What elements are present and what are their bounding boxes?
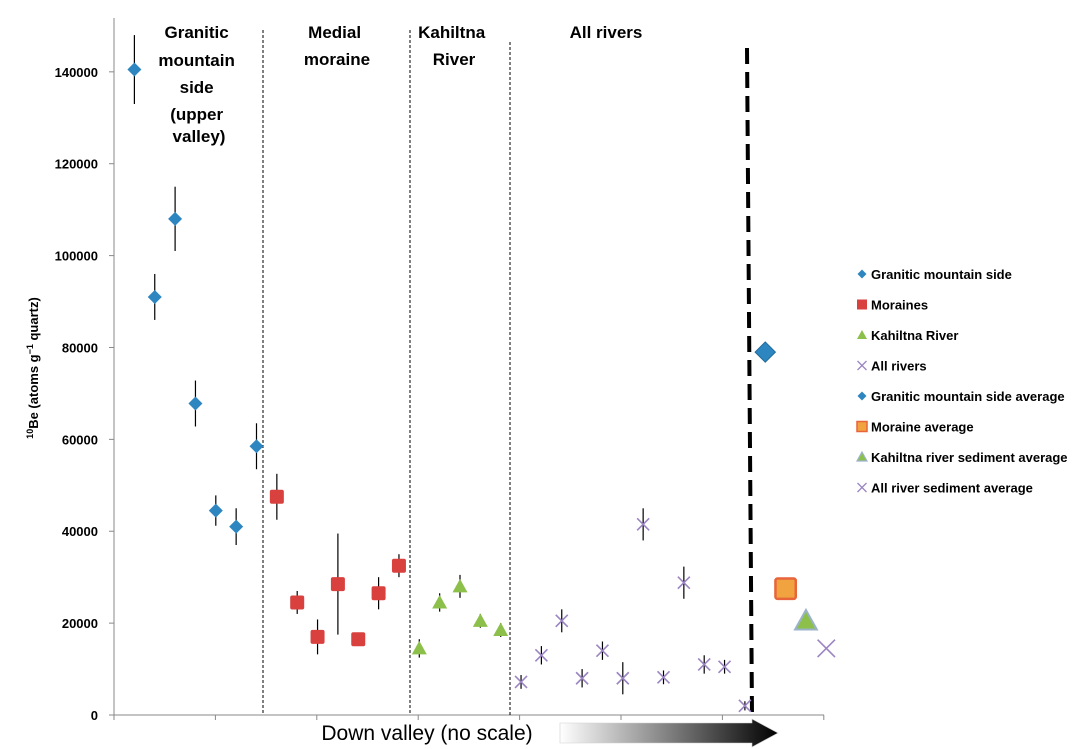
data-point-square bbox=[290, 595, 305, 610]
legend-marker bbox=[857, 269, 867, 279]
data-point-square bbox=[351, 632, 366, 647]
data-point-x bbox=[616, 671, 630, 685]
data-point-x bbox=[575, 671, 589, 685]
y-tick-label: 140000 bbox=[55, 65, 98, 80]
average-marker-diamond bbox=[754, 341, 777, 363]
data-point-triangle bbox=[472, 613, 488, 627]
y-ticks: 0 20000 40000 60000 80000 100000 120000 140000 bbox=[55, 65, 114, 723]
data-point-triangle bbox=[432, 594, 448, 609]
data-point-x bbox=[555, 614, 569, 628]
region-label-granitic: Granitic mountain side (upper valley) bbox=[158, 23, 239, 146]
y-tick-label: 100000 bbox=[55, 249, 98, 264]
legend-marker bbox=[855, 450, 869, 462]
error-bars bbox=[133, 35, 746, 711]
average-marker-square bbox=[774, 577, 798, 601]
data-point-x bbox=[534, 648, 548, 662]
region-label-all-rivers: All rivers bbox=[570, 23, 643, 42]
legend: Granitic mountain side Moraines Kahiltna R… bbox=[855, 267, 1068, 496]
data-point-square bbox=[330, 577, 345, 592]
y-tick-label: 80000 bbox=[62, 340, 98, 355]
data-point-x bbox=[697, 657, 711, 672]
data-point-square bbox=[371, 586, 386, 601]
legend-label: All river sediment average bbox=[871, 481, 1033, 496]
data-point-square bbox=[269, 489, 284, 504]
legend-marker bbox=[857, 360, 867, 371]
x-axis-label: Down valley (no scale) bbox=[321, 722, 532, 745]
legend-label: Granitic mountain side bbox=[871, 267, 1012, 282]
y-axis-label: 10Be (atoms g−1 quartz) bbox=[25, 297, 41, 439]
region-label-medial-moraine: Medial moraine bbox=[304, 23, 370, 69]
region-label-kahiltna: Kahiltna River bbox=[418, 23, 490, 69]
legend-label: All rivers bbox=[871, 359, 927, 374]
data-point-x bbox=[636, 517, 650, 531]
y-tick-label: 60000 bbox=[62, 432, 98, 447]
data-point-x bbox=[677, 576, 691, 590]
data-point-x bbox=[514, 675, 528, 689]
data-point-square bbox=[391, 558, 406, 573]
legend-marker bbox=[857, 330, 867, 339]
legend-marker bbox=[856, 420, 868, 433]
average-marker-x bbox=[817, 639, 836, 658]
down-valley-arrow bbox=[559, 718, 779, 748]
y-tick-label: 0 bbox=[91, 708, 98, 723]
y-tick-label: 120000 bbox=[55, 157, 98, 172]
legend-label: Moraine average bbox=[871, 420, 974, 435]
data-point-diamond bbox=[168, 211, 183, 226]
data-point-triangle bbox=[493, 622, 509, 637]
data-point-x bbox=[656, 670, 671, 684]
data-point-triangle bbox=[452, 578, 468, 593]
data-point-triangle bbox=[411, 640, 427, 655]
legend-label: Granitic mountain side average bbox=[871, 389, 1065, 404]
x-ticks bbox=[113, 715, 825, 720]
legend-label: Moraines bbox=[871, 298, 928, 313]
legend-marker bbox=[857, 482, 867, 493]
y-tick-label: 20000 bbox=[62, 616, 98, 631]
legend-marker bbox=[857, 299, 867, 310]
data-point-diamond bbox=[127, 62, 142, 77]
data-point-diamond bbox=[147, 289, 162, 304]
data-point-x bbox=[738, 699, 752, 713]
data-point-diamond bbox=[249, 439, 264, 454]
legend-label: Kahiltna River bbox=[871, 328, 958, 343]
legend-marker bbox=[857, 391, 867, 401]
averages-divider bbox=[745, 47, 754, 716]
data-point-x bbox=[595, 644, 610, 658]
average-marker-triangle bbox=[793, 607, 819, 631]
y-tick-label: 40000 bbox=[62, 524, 98, 539]
data-point-diamond bbox=[229, 519, 244, 534]
data-point-diamond bbox=[188, 396, 203, 411]
data-point-diamond bbox=[208, 503, 223, 518]
legend-label: Kahiltna river sediment average bbox=[871, 450, 1068, 465]
data-point-x bbox=[717, 660, 732, 674]
data-markers bbox=[127, 62, 836, 713]
data-point-square bbox=[310, 629, 325, 644]
